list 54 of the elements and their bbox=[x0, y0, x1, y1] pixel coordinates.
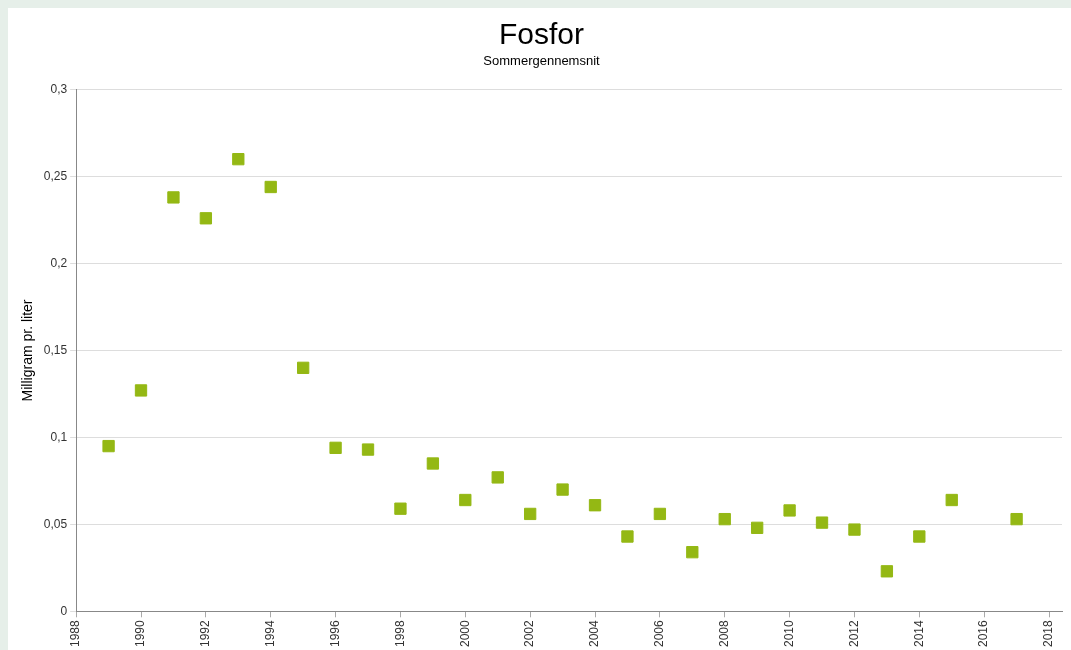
x-tick-label: 2004 bbox=[587, 619, 602, 648]
x-tick-label: 2008 bbox=[717, 619, 732, 648]
point bbox=[134, 384, 148, 397]
point bbox=[167, 191, 180, 204]
x-tick-label: 2016 bbox=[976, 619, 991, 648]
y-tick-label: 0,3 bbox=[50, 81, 68, 96]
point bbox=[751, 521, 764, 534]
y-tick-label: 0,1 bbox=[50, 429, 68, 444]
point bbox=[815, 516, 829, 529]
point bbox=[588, 499, 602, 512]
point bbox=[232, 153, 245, 166]
y-tick-label: 0,25 bbox=[43, 168, 68, 183]
point bbox=[880, 565, 894, 578]
x-tick-label: 1998 bbox=[392, 619, 407, 648]
x-tick-label: 1994 bbox=[263, 619, 278, 648]
point bbox=[491, 471, 504, 484]
point bbox=[329, 441, 342, 454]
point bbox=[102, 439, 115, 453]
point bbox=[524, 507, 537, 521]
x-tick-label: 2012 bbox=[846, 619, 861, 648]
point bbox=[297, 361, 310, 374]
point bbox=[718, 512, 731, 526]
point bbox=[783, 504, 796, 517]
x-tick-label: 2006 bbox=[652, 619, 667, 648]
point bbox=[556, 483, 569, 496]
point bbox=[394, 502, 407, 515]
chart-subtitle: Sommergennemsnit bbox=[483, 53, 601, 69]
x-tick-label: 2002 bbox=[522, 619, 537, 648]
x-tick-label: 2018 bbox=[1041, 619, 1056, 648]
y-tick-label: 0,2 bbox=[50, 255, 68, 270]
point bbox=[459, 493, 472, 507]
point bbox=[1010, 512, 1023, 526]
y-tick-label: 0,15 bbox=[43, 342, 68, 357]
point bbox=[945, 493, 958, 507]
y-tick-label: 0,05 bbox=[43, 516, 68, 531]
point bbox=[199, 212, 213, 225]
y-tick-label: 0 bbox=[60, 603, 68, 618]
point bbox=[686, 546, 699, 559]
x-tick-label: 2000 bbox=[457, 619, 472, 648]
x-tick-label: 2010 bbox=[781, 619, 796, 648]
point bbox=[361, 443, 375, 456]
x-tick-label: 1990 bbox=[133, 619, 148, 648]
point bbox=[653, 507, 667, 521]
point bbox=[848, 523, 861, 536]
point bbox=[426, 457, 440, 470]
chart-title: Fosfor bbox=[498, 17, 585, 51]
y-axis-title: Milligram pr. liter bbox=[19, 299, 36, 402]
point bbox=[621, 530, 634, 543]
point bbox=[264, 180, 277, 194]
x-tick-label: 2014 bbox=[911, 619, 926, 648]
x-tick-label: 1988 bbox=[68, 619, 83, 648]
point bbox=[913, 530, 926, 543]
x-tick-label: 1996 bbox=[327, 619, 342, 648]
x-tick-label: 1992 bbox=[198, 619, 213, 648]
